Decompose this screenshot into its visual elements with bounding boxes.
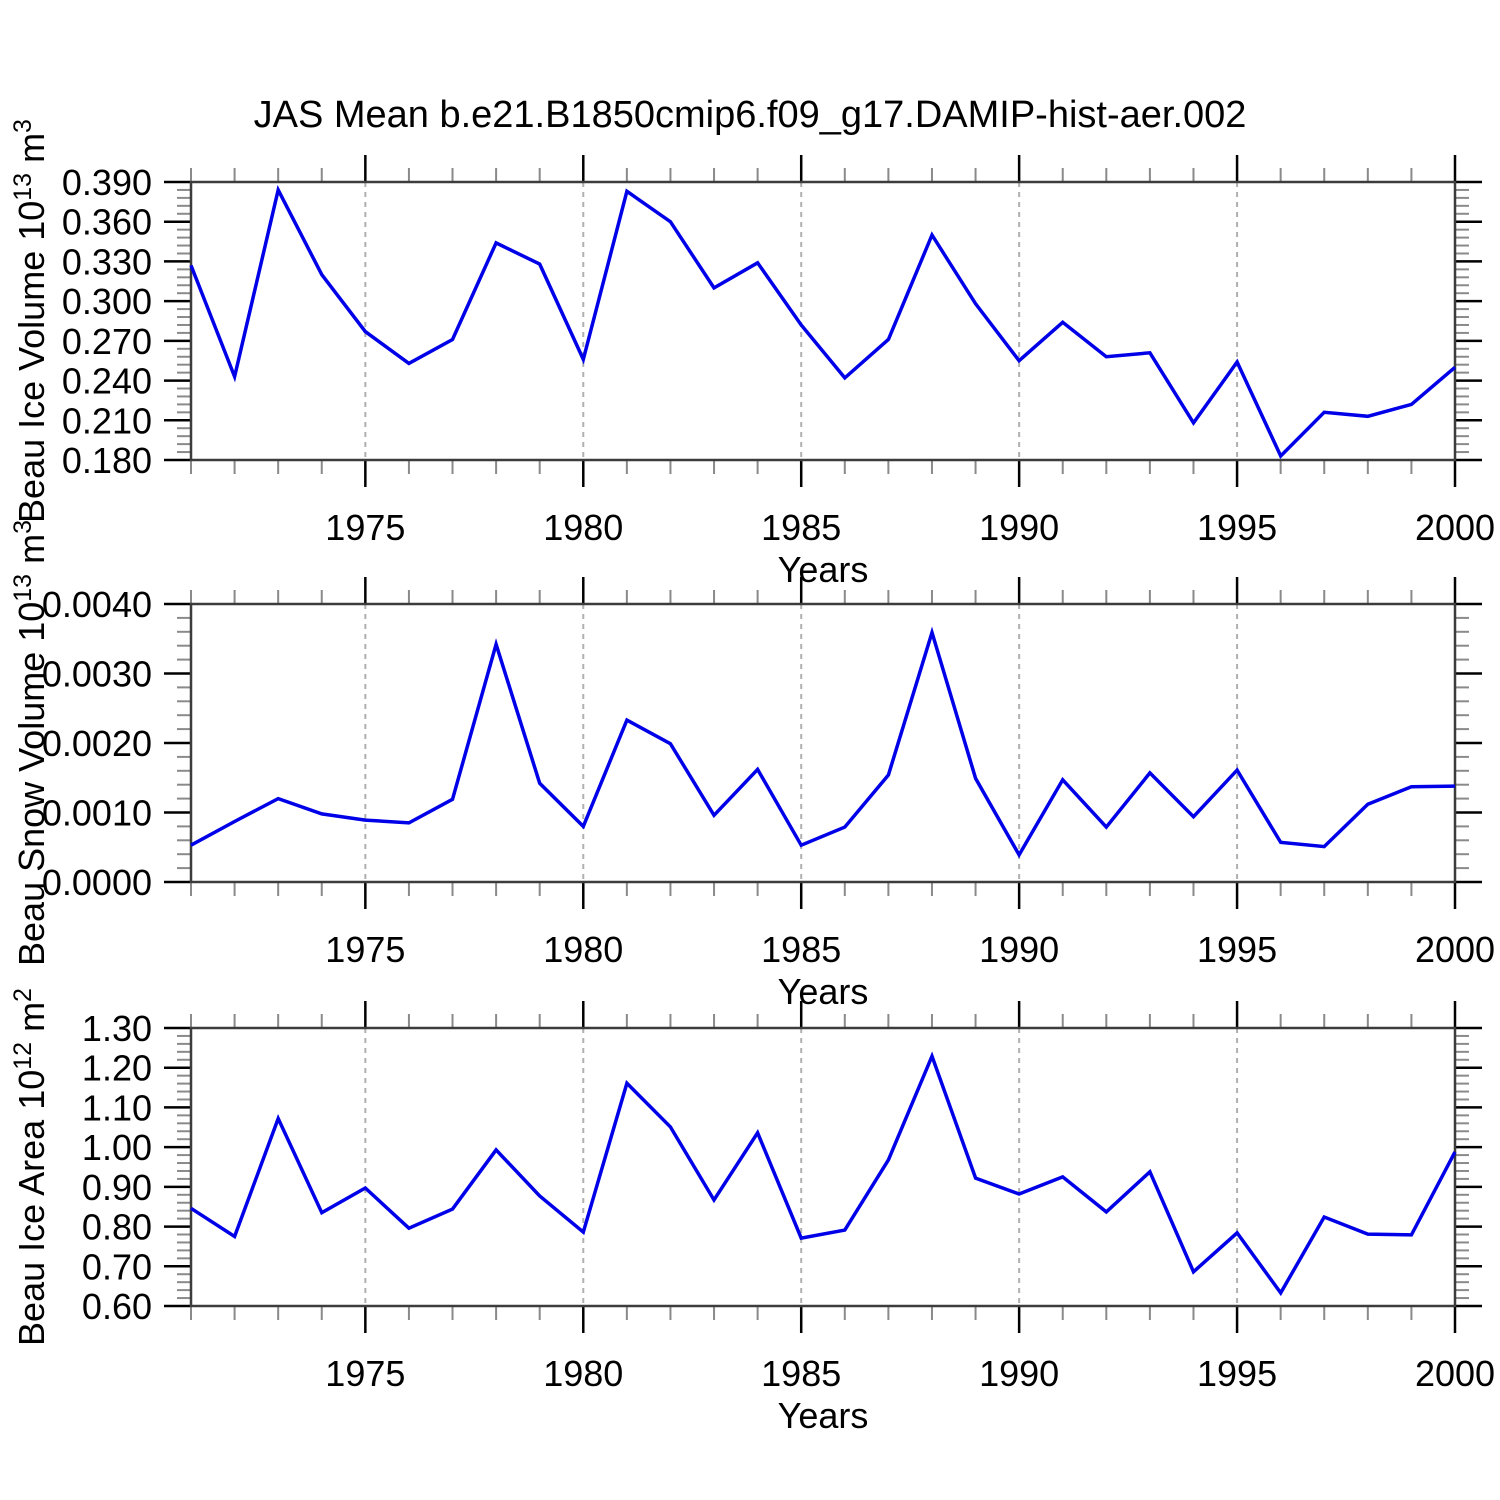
- y-tick-label: 0.70: [82, 1246, 152, 1287]
- panel-frame: [189, 180, 1457, 462]
- data-line-beau-ice-area: [190, 1051, 1457, 1297]
- y-axis-label: Beau Ice Volume 1013 m3: [9, 119, 52, 523]
- x-axis-label: Years: [778, 549, 869, 590]
- y-tick-label: 0.270: [62, 321, 152, 362]
- x-tick-label: 2000: [1415, 1353, 1495, 1394]
- panel-beau-ice-area: 0.600.700.800.901.001.101.201.30 1975 1980…: [9, 988, 1495, 1436]
- x-tick-label: 1985: [761, 507, 841, 548]
- x-tick-label: 1980: [543, 507, 623, 548]
- x-tick-label: 1980: [543, 929, 623, 970]
- y-tick-label: 1.00: [82, 1127, 152, 1168]
- panel-beau-ice-volume: 0.1800.2100.2400.2700.3000.3300.3600.390…: [9, 119, 1495, 590]
- data-line-beau-snow-volume: [190, 626, 1456, 859]
- y-axis-label: Beau Ice Area 1012 m2: [9, 988, 52, 1346]
- y-tick-label: 0.210: [62, 400, 152, 441]
- x-tick-label: 1990: [979, 507, 1059, 548]
- data-line-beau-ice-volume: [189, 184, 1457, 460]
- y-tick-label: 0.390: [62, 162, 152, 203]
- x-tick-label: 2000: [1415, 929, 1495, 970]
- y-tick-label: 0.0020: [42, 723, 152, 764]
- x-tick-label: 1995: [1197, 1353, 1277, 1394]
- x-tick-label: 1995: [1197, 929, 1277, 970]
- panel-frame: [189, 1026, 1457, 1308]
- figure-title: JAS Mean b.e21.B1850cmip6.f09_g17.DAMIP-…: [253, 94, 1247, 136]
- y-tick-label: 0.300: [62, 281, 152, 322]
- panel-beau-snow-volume: 0.0000 0.0010 0.0020 0.0030 0.0040 1975 1980 19…: [9, 520, 1495, 1012]
- x-tick-label: 1980: [543, 1353, 623, 1394]
- x-tick-label: 1985: [761, 1353, 841, 1394]
- y-tick-label: 0.60: [82, 1286, 152, 1327]
- y-tick-label: 0.330: [62, 241, 152, 282]
- y-tick-label: 0.90: [82, 1167, 152, 1208]
- y-tick-label: 0.0030: [42, 654, 152, 695]
- x-tick-label: 1975: [325, 507, 405, 548]
- x-axis-label: Years: [778, 1395, 869, 1436]
- y-tick-label: 0.240: [62, 361, 152, 402]
- x-tick-label: 1975: [325, 929, 405, 970]
- y-tick-label: 1.30: [82, 1008, 152, 1049]
- y-axis-label: Beau Snow Volume 1013 m3: [9, 520, 52, 966]
- x-tick-label: 2000: [1415, 507, 1495, 548]
- x-tick-label: 1990: [979, 929, 1059, 970]
- x-tick-label: 1990: [979, 1353, 1059, 1394]
- y-tick-label: 0.80: [82, 1207, 152, 1248]
- x-tick-label: 1975: [325, 1353, 405, 1394]
- y-tick-label: 0.0040: [42, 584, 152, 625]
- y-tick-label: 0.0000: [42, 862, 152, 903]
- y-tick-label: 0.0010: [42, 793, 152, 834]
- y-tick-label: 0.360: [62, 202, 152, 243]
- x-tick-label: 1995: [1197, 507, 1277, 548]
- y-tick-label: 1.20: [82, 1048, 152, 1089]
- x-tick-label: 1985: [761, 929, 841, 970]
- y-tick-label: 0.180: [62, 440, 152, 481]
- y-tick-label: 1.10: [82, 1087, 152, 1128]
- x-axis-label: Years: [778, 971, 869, 1012]
- panel-frame: [189, 602, 1457, 884]
